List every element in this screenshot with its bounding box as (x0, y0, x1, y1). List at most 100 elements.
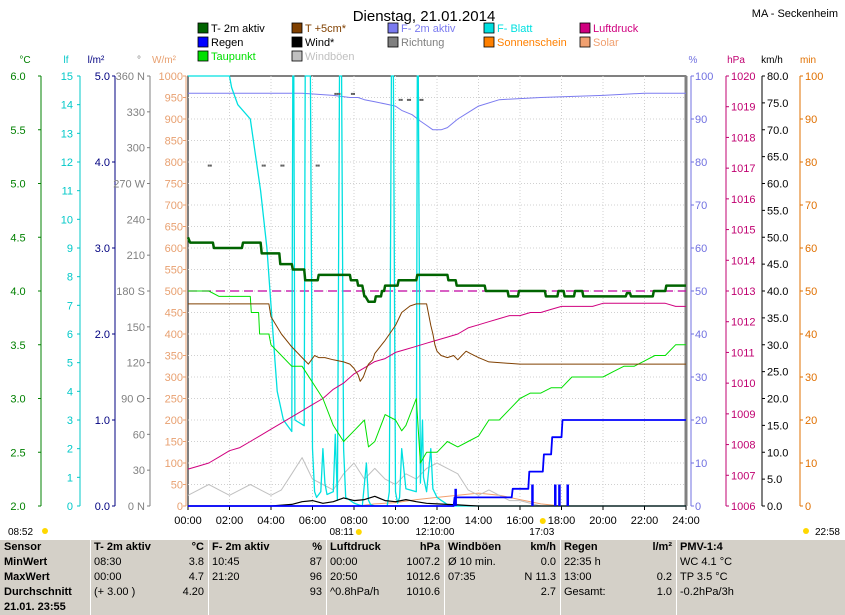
wind-axis-tick-label: 10.0 (767, 447, 788, 459)
summary-row: WC 4.1 °C (676, 555, 796, 570)
summary-column: F- 2m aktiv% 10:45 87 21:20 96 93 (208, 540, 326, 615)
lf-axis-unit: lf (64, 55, 69, 66)
lf-axis-tick-label: 11 (62, 186, 73, 198)
press-axis-tick-label: 1016 (731, 194, 755, 206)
summary-column-header: Regen l/m² (560, 540, 676, 555)
dir-axis-tick-label: 60 (133, 429, 145, 441)
axis-scales: 6.05.55.04.54.03.53.02.52.0°C15141312111… (8, 55, 840, 538)
solar-axis-tick-label: 1000 (159, 71, 183, 83)
summary-row: MinWert (0, 555, 90, 570)
press-axis-tick-label: 1012 (731, 317, 755, 329)
direction-point (419, 98, 422, 101)
x-tick-label: 04:00 (257, 515, 285, 527)
series-pressure (187, 302, 686, 470)
legend-swatch (197, 50, 209, 62)
press-axis-tick-label: 1018 (731, 132, 755, 144)
summary-row: 21:20 96 (208, 570, 326, 585)
summary-cell-label: 13:00 (564, 571, 592, 583)
press-axis-tick-label: 1011 (731, 347, 755, 359)
summary-column-header: F- 2m aktiv% (208, 540, 326, 555)
solar-axis-tick-label: 350 (165, 351, 183, 363)
sun-axis-tick-label: 0 (805, 501, 811, 513)
solar-axis-tick-label: 300 (165, 372, 183, 384)
solar-axis-tick-label: 700 (165, 200, 183, 212)
direction-point (338, 92, 341, 95)
summary-row: 08:30 3.8 (90, 555, 208, 570)
legend-label: F- Blatt (497, 23, 532, 35)
hum-axis-unit: % (689, 55, 698, 66)
summary-row: ^0.8hPa/h 1010.6 (326, 585, 444, 600)
summary-separator (676, 540, 677, 615)
lf-axis-tick-label: 9 (67, 243, 73, 255)
summary-row: 07:35 N 11.3 (444, 570, 560, 585)
solar-axis-tick-label: 250 (165, 394, 183, 406)
day-start-label: 08:52 (8, 527, 33, 538)
lf-axis-tick-label: 15 (61, 71, 73, 83)
direction-point (263, 164, 266, 167)
noon-label: 12:10:00 (415, 527, 454, 538)
summary-row: 13:00 0.2 (560, 570, 676, 585)
dir-axis-unit: ° (137, 55, 141, 66)
sun-axis-unit: min (800, 55, 816, 66)
summary-cell-value: N 11.3 (524, 571, 556, 583)
sunrise-icon (355, 529, 362, 535)
legend-swatch (387, 22, 399, 34)
summary-column-header: PMV-1:4 (676, 540, 796, 555)
station-name: MA - Seckenheim (752, 8, 838, 20)
summary-header-label: Sensor (4, 541, 42, 553)
lf-axis-tick-label: 13 (61, 128, 73, 140)
hum-axis-tick-label: 90 (695, 114, 707, 126)
summary-row: 21.01. 23:55 (0, 600, 90, 615)
wind-axis-tick-label: 55.0 (767, 205, 788, 217)
wind-axis-tick-label: 75.0 (767, 98, 788, 110)
dir-axis-tick-label: 150 (127, 322, 145, 334)
dir-axis-tick-label: 360 N (116, 71, 145, 83)
solar-axis-tick-label: 600 (165, 243, 183, 255)
summary-cell-value: 87 (309, 556, 322, 568)
summary-separator (208, 540, 209, 615)
summary-row: 10:45 87 (208, 555, 326, 570)
solar-axis-tick-label: 750 (165, 179, 183, 191)
lf-axis-tick-label: 2 (67, 444, 73, 456)
summary-cell-label: ^0.8hPa/h (330, 586, 380, 598)
sun-axis-tick-label: 40 (805, 329, 817, 341)
sun-axis-tick-label: 70 (805, 200, 817, 212)
summary-row (444, 600, 560, 615)
temp-axis-tick-label: 4.0 (10, 286, 25, 298)
sun-axis-tick-label: 30 (805, 372, 817, 384)
solar-axis-tick-label: 450 (165, 308, 183, 320)
summary-header-unit: % (312, 541, 322, 553)
press-axis-tick-label: 1013 (731, 286, 755, 298)
temp-axis-unit: °C (19, 55, 30, 66)
legend-swatch (291, 36, 303, 48)
summary-cell-value: 4.20 (182, 586, 204, 598)
summary-cell-label: 08:30 (94, 556, 122, 568)
legend-swatch (291, 50, 303, 62)
solar-axis-tick-label: 950 (165, 93, 183, 105)
solar-axis-tick-label: 550 (165, 265, 183, 277)
hum-axis-tick-label: 10 (695, 458, 707, 470)
press-axis-tick-label: 1017 (731, 163, 755, 175)
sunset-icon (539, 518, 546, 524)
hum-axis-tick-label: 80 (695, 157, 707, 169)
legend-swatch (579, 22, 591, 34)
summary-cell-value: 96 (309, 571, 322, 583)
legend-label: Taupunkt (211, 51, 256, 63)
direction-point (315, 164, 318, 167)
summary-header-unit: l/m² (652, 541, 672, 553)
summary-cell-label: Ø 10 min. (448, 556, 496, 568)
summary-row (208, 600, 326, 615)
day-end-label: 22:58 (815, 527, 840, 538)
legend-swatch (197, 22, 209, 34)
rain-axis-tick-label: 3.0 (95, 243, 110, 255)
dir-axis-tick-label: 210 (127, 250, 145, 262)
summary-cell-label: 21:20 (212, 571, 240, 583)
x-tick-label: 00:00 (174, 515, 202, 527)
legend-label: T- 2m aktiv (211, 23, 265, 35)
summary-column: T- 2m aktiv °C 08:30 3.8 00:00 4.7 (+ 3.00 ) 4.… (90, 540, 208, 615)
lf-axis-tick-label: 1 (67, 472, 73, 484)
wind-axis-tick-label: 20.0 (767, 394, 788, 406)
hum-axis-tick-label: 50 (695, 286, 707, 298)
legend-label: T +5cm* (305, 23, 347, 35)
legend-swatch (483, 22, 495, 34)
